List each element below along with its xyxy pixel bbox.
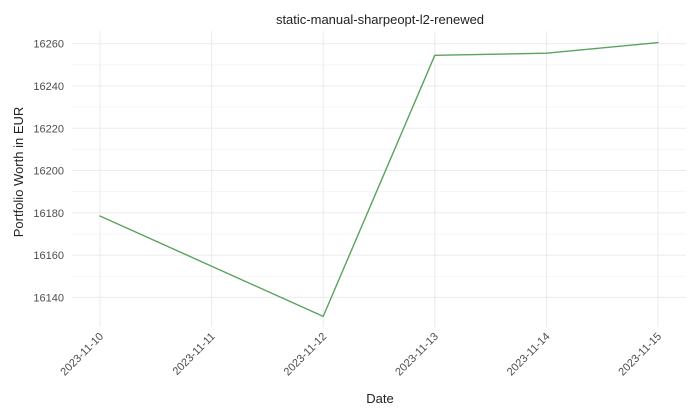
y-tick-label: 16160 — [33, 250, 64, 262]
x-axis-title: Date — [366, 391, 393, 406]
chart-title: static-manual-sharpeopt-l2-renewed — [276, 12, 484, 27]
y-tick-label: 16240 — [33, 81, 64, 93]
x-tick-label: 2023-11-13 — [393, 331, 441, 379]
y-axis-title: Portfolio Worth in EUR — [11, 107, 26, 238]
x-tick-label: 2023-11-10 — [58, 331, 106, 379]
y-tick-label: 16260 — [33, 39, 64, 51]
series-line — [99, 41, 659, 318]
x-tick-label: 2023-11-11 — [171, 331, 218, 378]
y-axis-ticks: 16140 16160 16180 16200 16220 16240 16260 — [33, 39, 64, 305]
grid — [72, 31, 686, 327]
x-tick-label: 2023-11-15 — [616, 331, 664, 379]
x-tick-label: 2023-11-14 — [505, 331, 553, 379]
x-axis-ticks: 2023-11-10 2023-11-11 2023-11-12 2023-11-13… — [58, 331, 664, 379]
y-tick-label: 16180 — [33, 208, 64, 220]
y-tick-label: 16200 — [33, 166, 64, 178]
series-group — [99, 41, 659, 318]
y-tick-label: 16220 — [33, 123, 64, 135]
y-tick-label: 16140 — [33, 292, 64, 304]
x-tick-label: 2023-11-12 — [282, 331, 330, 379]
